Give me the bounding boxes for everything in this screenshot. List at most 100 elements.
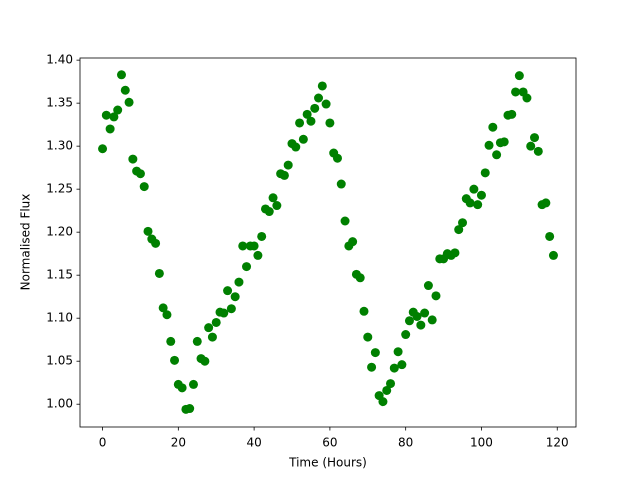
x-tick-label: 100 — [470, 436, 493, 450]
point — [378, 397, 388, 407]
point — [541, 198, 551, 208]
point — [484, 140, 494, 150]
point — [336, 179, 346, 189]
point — [389, 363, 399, 373]
point — [480, 168, 490, 178]
point — [257, 231, 267, 241]
y-tick-label: 1.15 — [46, 268, 73, 282]
point — [238, 241, 248, 251]
point — [533, 146, 543, 156]
point — [469, 184, 479, 194]
x-tick-label: 0 — [99, 436, 107, 450]
y-tick-label: 1.40 — [46, 53, 73, 67]
point — [507, 109, 517, 119]
point — [492, 150, 502, 160]
point — [393, 347, 403, 357]
point — [314, 93, 324, 103]
point — [234, 277, 244, 287]
point — [226, 304, 236, 314]
point — [404, 316, 414, 326]
point — [397, 360, 407, 370]
point — [367, 362, 377, 372]
point — [230, 292, 240, 302]
x-tick-label: 40 — [246, 436, 261, 450]
point — [545, 231, 555, 241]
point — [514, 71, 524, 81]
point — [166, 336, 176, 346]
point — [488, 122, 498, 132]
point — [291, 142, 301, 152]
point — [223, 286, 233, 296]
y-tick-label: 1.20 — [46, 225, 73, 239]
point — [113, 105, 123, 115]
point — [188, 379, 198, 389]
point — [386, 379, 396, 389]
point — [162, 310, 172, 320]
point — [458, 218, 468, 228]
point — [139, 182, 149, 192]
point — [412, 311, 422, 321]
point — [143, 226, 153, 236]
point — [298, 134, 308, 144]
point — [154, 268, 164, 278]
x-tick-label: 120 — [546, 436, 569, 450]
point — [185, 404, 195, 414]
point — [431, 291, 441, 301]
point — [128, 154, 138, 164]
y-tick-label: 1.10 — [46, 311, 73, 325]
point — [526, 141, 536, 151]
point — [268, 193, 278, 203]
point — [511, 87, 521, 97]
point — [530, 133, 540, 143]
point — [363, 332, 373, 342]
point — [476, 190, 486, 200]
x-tick-label: 20 — [171, 436, 186, 450]
point — [158, 303, 168, 313]
x-tick-label: 80 — [398, 436, 413, 450]
point — [98, 144, 108, 154]
y-tick-label: 1.30 — [46, 139, 73, 153]
point — [382, 385, 392, 395]
point — [522, 93, 532, 103]
plot-frame — [79, 57, 577, 428]
point — [325, 118, 335, 128]
y-tick-label: 1.25 — [46, 182, 73, 196]
point — [427, 315, 437, 325]
point — [135, 169, 145, 179]
point — [264, 207, 274, 217]
point — [450, 248, 460, 258]
point — [219, 308, 229, 318]
point — [465, 198, 475, 208]
point — [423, 281, 433, 291]
point — [340, 216, 350, 226]
point — [116, 70, 126, 80]
point — [332, 153, 342, 163]
point — [249, 241, 259, 251]
point — [548, 250, 558, 260]
x-tick-label: 60 — [322, 436, 337, 450]
point — [177, 383, 187, 393]
point — [473, 200, 483, 210]
y-tick-label: 1.05 — [46, 354, 73, 368]
point — [306, 116, 316, 126]
point — [192, 336, 202, 346]
point — [101, 110, 111, 120]
point — [204, 323, 214, 333]
point — [499, 137, 509, 147]
point — [348, 237, 358, 247]
point — [420, 308, 430, 318]
point — [170, 355, 180, 365]
point — [211, 317, 221, 327]
point — [355, 273, 365, 283]
point — [242, 262, 252, 272]
y-tick-label: 1.35 — [46, 96, 73, 110]
point — [200, 356, 210, 366]
y-axis-label: Normalised Flux — [19, 194, 33, 291]
point — [207, 332, 217, 342]
point — [109, 112, 119, 122]
point — [295, 118, 305, 128]
point — [401, 330, 411, 340]
point — [317, 81, 327, 91]
